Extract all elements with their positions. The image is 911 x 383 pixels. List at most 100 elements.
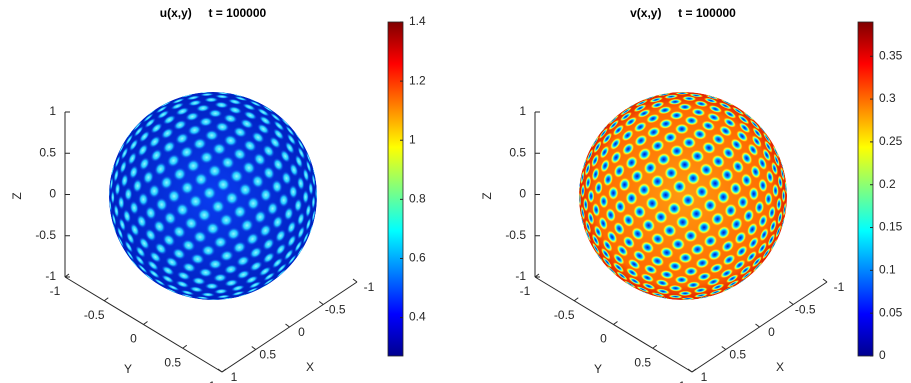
surface-spot <box>655 279 670 287</box>
surface-spot <box>161 274 175 284</box>
surface-spot <box>703 234 718 248</box>
surface-spot <box>650 139 665 153</box>
surface-spot <box>293 130 302 143</box>
surface-spot <box>120 146 129 160</box>
surface-spot <box>243 139 257 153</box>
surface-spot <box>776 197 782 212</box>
y-tick <box>182 344 188 349</box>
surface-spot <box>263 272 276 282</box>
surface-spot <box>308 181 314 196</box>
surface-spot <box>747 143 759 157</box>
surface-spot <box>212 142 227 156</box>
colorbar-tick-label: 0.25 <box>879 134 903 148</box>
surface-spot <box>203 97 219 103</box>
surface-spot <box>214 94 230 99</box>
y-axis-label: Y <box>124 362 132 376</box>
surface-spot <box>742 111 755 121</box>
surface-spot <box>278 193 290 208</box>
y-tick-label: -0.5 <box>84 308 105 322</box>
surface-spot <box>764 140 773 153</box>
surface-spot <box>752 261 763 273</box>
surface-spot <box>618 177 631 192</box>
surface-spot <box>594 180 603 195</box>
surface-spot <box>690 149 705 163</box>
surface-spot <box>668 294 683 299</box>
surface-spot <box>622 235 636 249</box>
surface-spot <box>655 288 671 295</box>
colorbar-tick-label: 0.4 <box>409 310 426 324</box>
x-tick <box>318 301 324 305</box>
surface-spot <box>165 256 179 268</box>
surface-spot <box>686 281 701 289</box>
surface-spot <box>233 126 247 138</box>
surface-spot <box>707 248 722 261</box>
surface-spot <box>613 221 625 236</box>
surface-spot <box>585 175 592 190</box>
surface-spot <box>662 223 677 238</box>
surface-spot <box>730 138 743 151</box>
surface-spot <box>296 245 305 258</box>
surface-spot <box>288 184 298 199</box>
surface-spot <box>777 175 783 190</box>
surface-spot <box>678 290 693 296</box>
surface-spot <box>231 290 246 296</box>
surface-spot <box>720 268 734 279</box>
surface-spot <box>199 93 215 97</box>
surface-spot <box>608 114 620 125</box>
surface-spot <box>110 190 115 205</box>
surface-spot <box>612 124 625 136</box>
surface-spot <box>133 125 144 138</box>
surface-spot <box>127 151 137 166</box>
surface-spot <box>656 152 671 167</box>
surface-spot <box>192 230 208 244</box>
surface-spot <box>200 292 216 297</box>
surface-spot <box>148 135 161 148</box>
surface-spot <box>124 240 133 253</box>
surface-spot <box>783 202 787 217</box>
surface-spot <box>630 169 644 184</box>
surface-spot <box>113 203 120 219</box>
surface-spot <box>672 179 687 194</box>
surface-spot <box>722 254 736 266</box>
surface-spot <box>262 252 275 264</box>
surface-spot <box>650 101 665 109</box>
surface-spot <box>693 293 709 298</box>
surface-spot <box>153 219 166 234</box>
surface-spot <box>686 171 701 186</box>
surface-spot <box>153 278 166 287</box>
surface-spot <box>262 237 275 251</box>
surface-spot <box>132 178 143 193</box>
surface-spot <box>276 263 288 274</box>
surface-spot <box>311 173 316 188</box>
surface-spot <box>741 151 753 165</box>
surface-spot <box>114 181 121 197</box>
surface-spot <box>124 133 134 146</box>
surface-spot <box>737 195 749 210</box>
surface-spot <box>305 203 312 218</box>
surface-spot <box>283 206 294 221</box>
surface-spot <box>740 173 753 188</box>
surface-spot <box>587 211 595 226</box>
surface-spot <box>716 189 731 205</box>
surface-spot <box>125 128 134 141</box>
surface-spot <box>167 189 181 204</box>
surface-spot <box>626 267 639 278</box>
surface-spot <box>701 120 716 132</box>
surface-spot <box>262 277 275 286</box>
surface-spot <box>668 284 683 292</box>
surface-spot <box>616 271 628 281</box>
surface-spot <box>212 273 228 283</box>
surface-spot <box>119 160 127 174</box>
surface-spot <box>711 133 726 146</box>
surface-spot <box>720 99 734 106</box>
surface-spot <box>311 195 316 210</box>
surface-spot <box>213 235 228 249</box>
colorbar-tick-label: 0.8 <box>409 192 426 206</box>
sphere <box>109 92 317 300</box>
surface-spot <box>680 297 695 300</box>
surface-spot <box>149 251 162 263</box>
surface-spot <box>213 288 229 295</box>
surface-spot <box>722 146 735 160</box>
surface-spot <box>245 232 260 246</box>
